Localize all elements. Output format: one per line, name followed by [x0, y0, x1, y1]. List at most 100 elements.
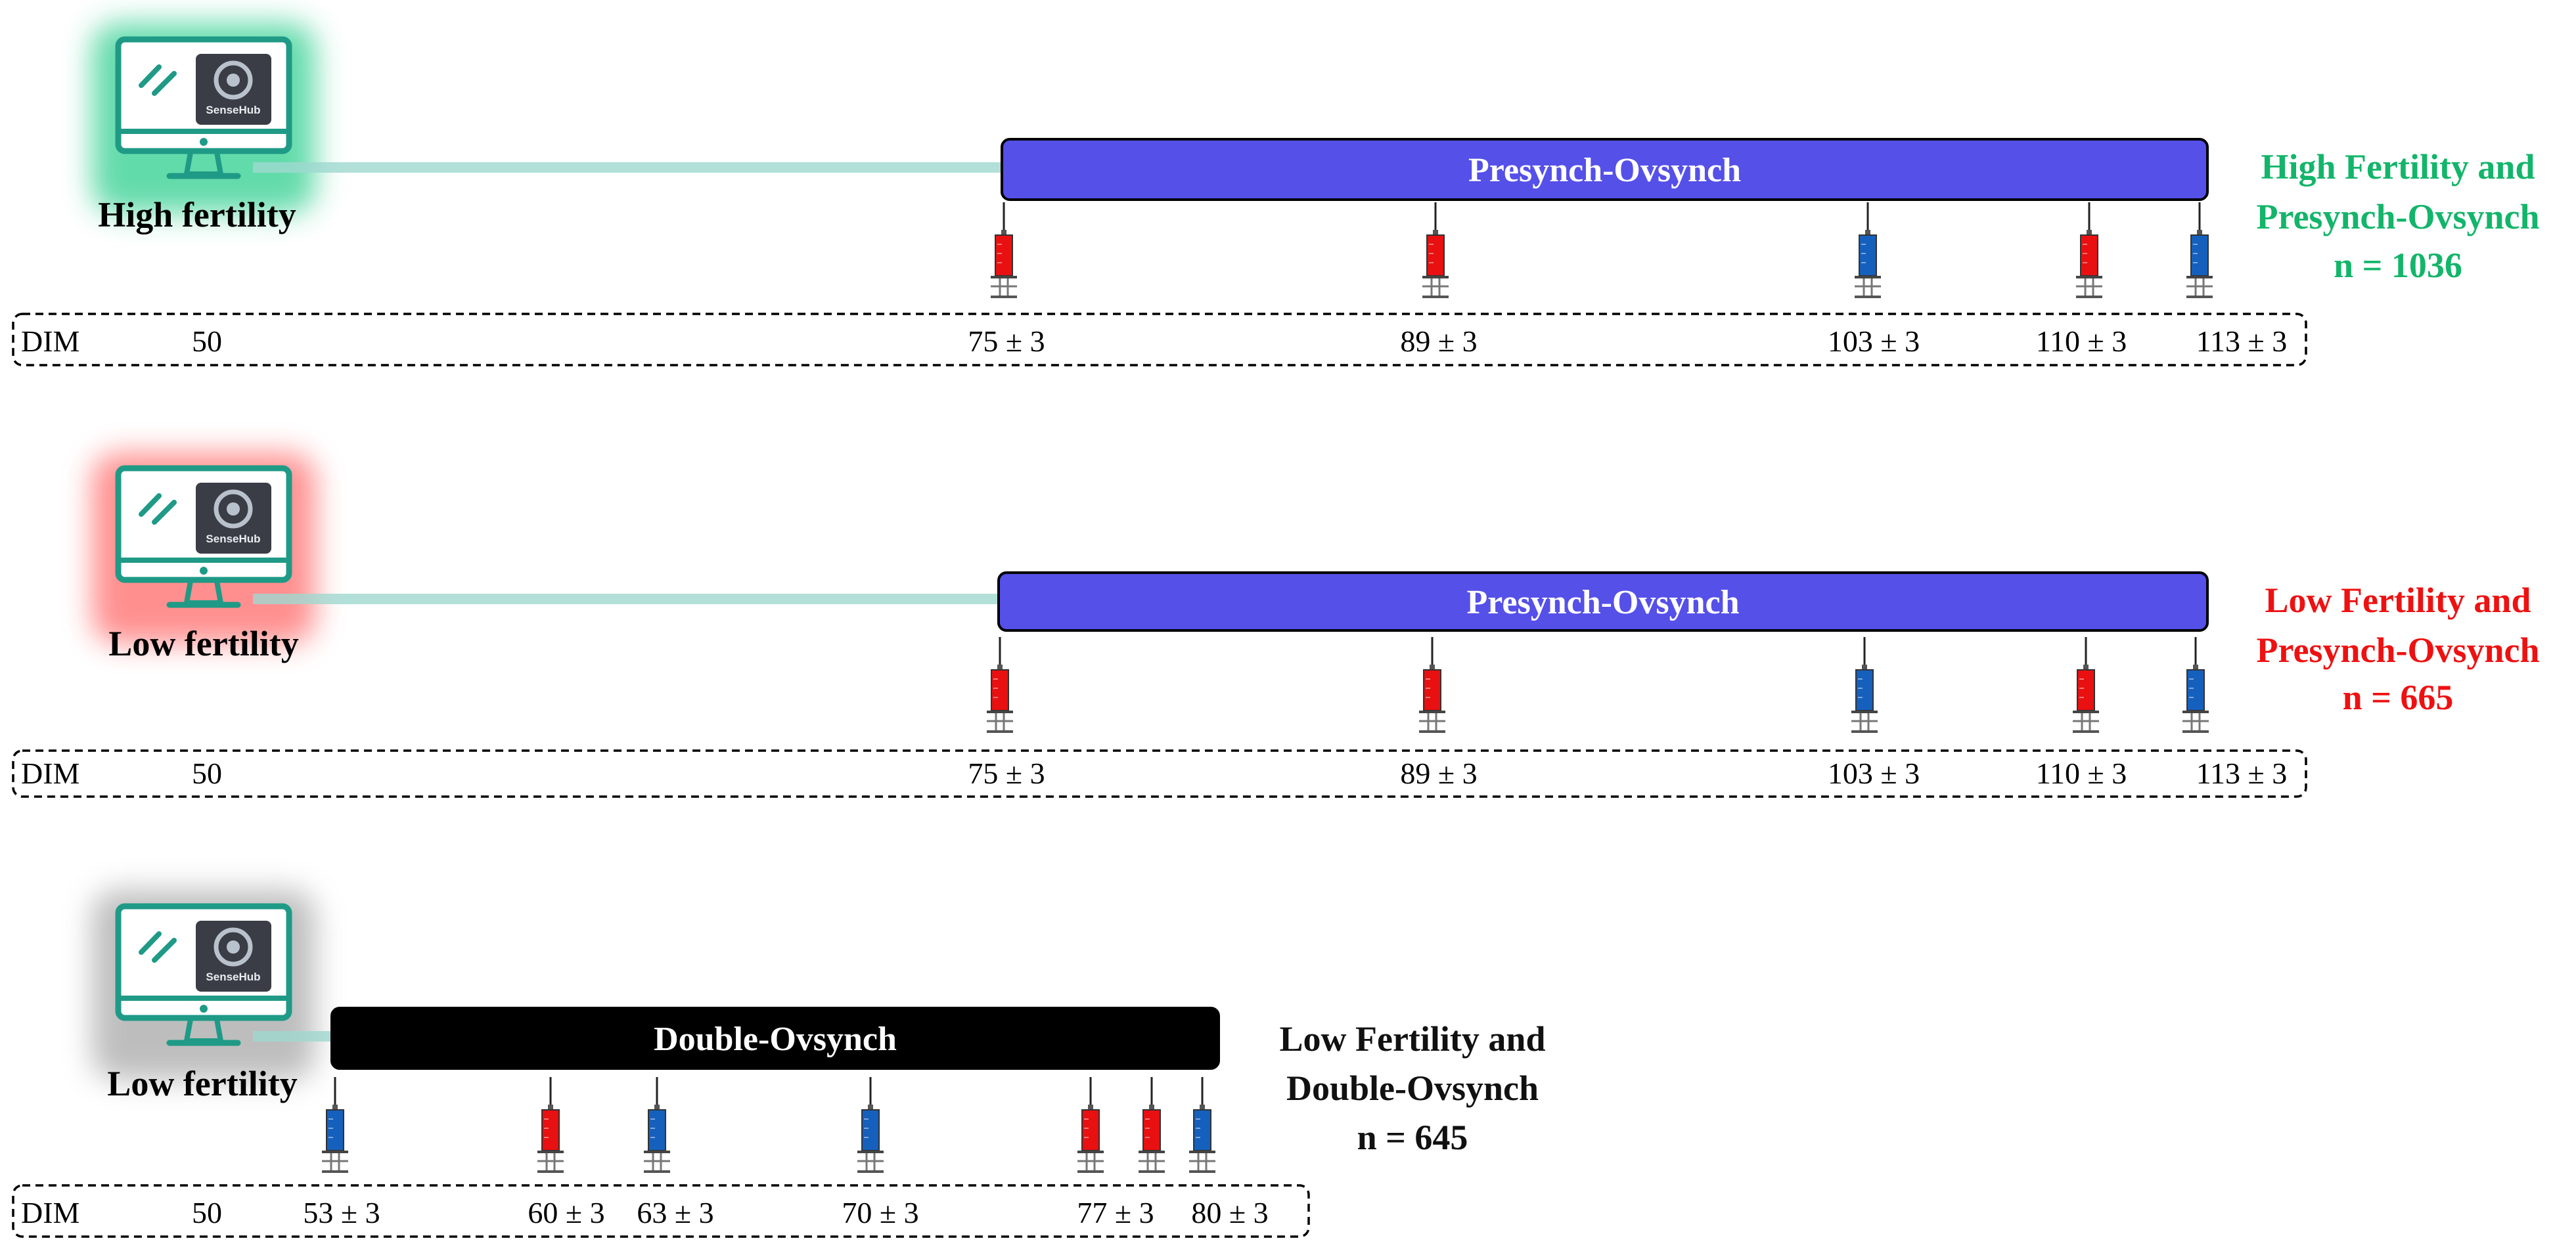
syringe-barrel — [1426, 234, 1445, 276]
syringe-barrel — [861, 1109, 880, 1151]
screen-glare-icon — [152, 71, 177, 96]
dim-value: 89 ± 3 — [1400, 757, 1477, 790]
dim-value: 103 ± 3 — [1828, 757, 1920, 790]
injection-2 — [1419, 637, 1445, 733]
injection-6 — [1139, 1077, 1165, 1173]
monitor-power-dot — [200, 1005, 208, 1013]
syringe-barrel — [1193, 1109, 1211, 1151]
dim-value: 113 ± 3 — [2196, 757, 2288, 790]
syringe-barrel — [991, 669, 1009, 711]
screen-glare-icon — [152, 938, 177, 963]
section-low-double: SenseHub Low fertility Double-Ovsynch DIM 50… — [12, 890, 1546, 1238]
sensehub-logo-tile — [196, 483, 271, 554]
protocol-label: Presynch-Ovsynch — [1468, 152, 1741, 189]
injection-2 — [1422, 202, 1449, 298]
dim-value: 110 ± 3 — [2036, 757, 2127, 790]
result-label-line2: Presynch-Ovsynch — [2256, 197, 2539, 236]
syringe-hub — [1088, 1105, 1093, 1111]
syringe-hub — [1430, 665, 1435, 671]
screen-glare-icon — [139, 493, 162, 517]
syringe-hub — [2087, 230, 2092, 236]
injection-1 — [991, 202, 1017, 298]
injection-4 — [2076, 202, 2102, 298]
dim-timeline-box — [12, 1184, 1310, 1238]
sensehub-logo-tile — [196, 54, 271, 125]
monitor-power-dot — [200, 138, 208, 146]
syringe-hub — [2197, 230, 2202, 236]
syringe-barrel — [541, 1109, 560, 1151]
sensehub-logo-icon — [214, 60, 253, 100]
syringe-hub — [1433, 230, 1438, 236]
syringe-barrel — [1859, 234, 1877, 276]
syringe-hub — [332, 1105, 338, 1111]
syringe-barrel — [2080, 234, 2098, 276]
dim-value: 110 ± 3 — [2036, 324, 2127, 358]
syringe-barrel — [995, 234, 1013, 276]
syringe-barrel — [1081, 1109, 1100, 1151]
injection-5 — [1077, 1077, 1104, 1173]
syringe-barrel — [648, 1109, 666, 1151]
injection-5 — [2182, 637, 2209, 733]
protocol-bar — [997, 571, 2209, 632]
dim-value: 75 ± 3 — [968, 757, 1045, 790]
protocol-label: Presynch-Ovsynch — [1466, 584, 1739, 621]
syringe-barrel — [1423, 669, 1441, 711]
syringe-barrel — [1142, 1109, 1161, 1151]
result-label-line1: Low Fertility and — [1280, 1019, 1546, 1059]
syringe-hub — [2193, 665, 2198, 671]
dim-value: 70 ± 3 — [842, 1196, 918, 1229]
dim-value: 63 ± 3 — [637, 1196, 713, 1229]
dim-value: 75 ± 3 — [968, 324, 1045, 358]
section-high-presynch: SenseHub High fertility Presynch-Ovsynch DI… — [12, 23, 2540, 366]
result-label-line3: n = 665 — [2343, 678, 2454, 717]
monitor-power-dot — [200, 567, 208, 575]
dim-value: 89 ± 3 — [1400, 324, 1477, 358]
syringe-hub — [1001, 230, 1006, 236]
syringe-barrel — [326, 1109, 344, 1151]
group-label: Low fertility — [108, 624, 298, 663]
injection-1 — [987, 637, 1013, 733]
syringe-barrel — [2190, 234, 2209, 276]
dim-label: DIM — [21, 757, 79, 790]
dim-value: 77 ± 3 — [1077, 1196, 1154, 1229]
result-label-line1: Low Fertility and — [2265, 581, 2531, 620]
dim-start: 50 — [192, 1196, 222, 1229]
syringe-hub — [868, 1105, 873, 1111]
sensehub-logo-icon-core — [227, 74, 240, 87]
syringe-hub — [1149, 1105, 1154, 1111]
syringe-hub — [997, 665, 1003, 671]
section-low-presynch: SenseHub Low fertility Presynch-Ovsynch DIM… — [12, 453, 2540, 798]
sensehub-logo-text: SenseHub — [206, 104, 260, 116]
sensehub-logo-icon-core — [227, 940, 240, 954]
syringe-barrel — [2077, 669, 2095, 711]
sensehub-logo-text: SenseHub — [206, 533, 260, 545]
group-label: Low fertility — [107, 1064, 297, 1103]
dim-label: DIM — [21, 324, 79, 358]
syringe-hub — [1862, 665, 1867, 671]
dim-value: 60 ± 3 — [528, 1196, 604, 1229]
dim-start: 50 — [192, 757, 222, 790]
syringe-hub — [1200, 1105, 1205, 1111]
syringe-hub — [548, 1105, 553, 1111]
screen-glare-icon — [139, 931, 162, 955]
dim-timeline-box — [12, 313, 2307, 366]
screen-glare-icon — [152, 500, 177, 525]
dim-value: 53 ± 3 — [303, 1196, 380, 1229]
sensehub-logo-text: SenseHub — [206, 971, 260, 983]
injection-3 — [644, 1077, 670, 1173]
sensehub-logo-icon — [214, 489, 253, 529]
dim-start: 50 — [192, 324, 222, 358]
protocol-label: Double-Ovsynch — [654, 1021, 897, 1058]
dim-value: 103 ± 3 — [1828, 324, 1920, 358]
syringe-hub — [1865, 230, 1870, 236]
syringe-barrel — [2186, 669, 2205, 711]
injection-1 — [322, 1077, 348, 1173]
result-label-line3: n = 1036 — [2334, 246, 2462, 285]
syringe-barrel — [1855, 669, 1874, 711]
result-label-line2: Presynch-Ovsynch — [2256, 630, 2539, 670]
injection-4 — [2073, 637, 2099, 733]
injection-3 — [1855, 202, 1881, 298]
protocol-bar — [330, 1007, 1220, 1070]
